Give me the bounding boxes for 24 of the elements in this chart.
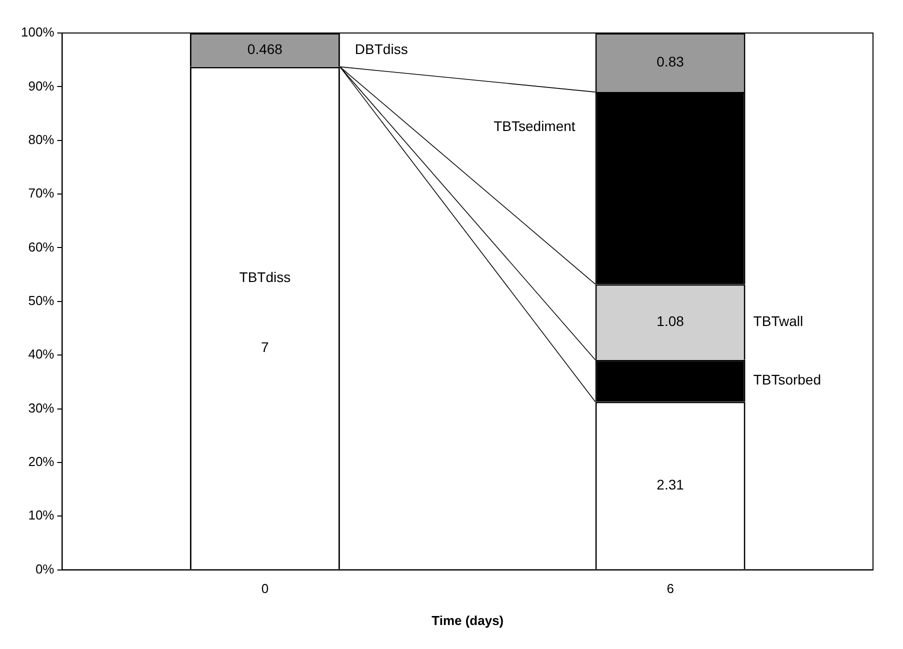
y-tick-label: 70% [28, 186, 55, 201]
annotation: 7 [261, 338, 270, 355]
x-tick-label: 0 [261, 581, 269, 596]
x-axis-title: Time (days) [432, 612, 504, 628]
y-tick-label: 20% [28, 454, 55, 470]
series-label: TBTwall [753, 312, 804, 329]
y-tick-label: 0% [35, 561, 55, 576]
y-tick-label: 10% [28, 508, 55, 523]
annotation: 1.08 [656, 312, 684, 329]
series-label: TBTsediment [494, 118, 576, 134]
y-tick-label: 30% [28, 400, 55, 416]
y-tick-label: 40% [28, 346, 55, 362]
annotation: 0.83 [656, 53, 684, 70]
series-label: DBTdiss [354, 40, 408, 57]
y-tick-label: 100% [21, 24, 55, 40]
y-tick-label: 50% [28, 292, 55, 308]
y-tick-label: 80% [28, 132, 55, 147]
y-tick-label: 90% [28, 78, 55, 94]
x-tick-label: 6 [666, 581, 674, 596]
y-tick-label: 60% [28, 239, 55, 254]
series-label: TBTsorbed [753, 372, 822, 388]
annotation: 0.468 [247, 40, 283, 57]
series-label: TBTdiss [239, 268, 291, 285]
annotation: 2.31 [656, 476, 684, 492]
